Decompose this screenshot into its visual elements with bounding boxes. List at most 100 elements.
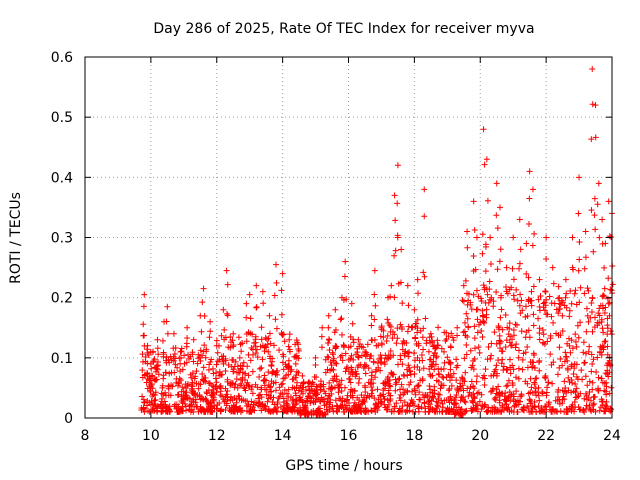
data-point-band [515, 354, 522, 361]
data-point-band [367, 380, 374, 387]
data-point-band [563, 353, 570, 360]
data-point-band [240, 396, 247, 403]
data-point-band [194, 360, 201, 367]
data-point-band [549, 380, 556, 387]
data-point [576, 238, 583, 245]
data-point-band [307, 399, 314, 406]
data-point [214, 349, 221, 356]
data-point-band [569, 401, 576, 408]
data-point-band [162, 392, 169, 399]
data-point-band [486, 286, 493, 293]
data-point [300, 384, 307, 391]
data-point-band [200, 364, 207, 371]
data-point-band [588, 368, 595, 375]
data-point [471, 323, 478, 330]
data-point-band [344, 392, 351, 399]
data-point-band [281, 375, 288, 382]
data-point-band [518, 328, 525, 335]
data-point-band [324, 398, 331, 405]
data-point [348, 364, 355, 371]
data-point-band [396, 375, 403, 382]
data-point [550, 280, 557, 287]
data-point-band [448, 330, 455, 337]
data-point [523, 240, 530, 247]
data-point-band [516, 302, 523, 309]
data-point [516, 265, 523, 272]
data-point [556, 300, 563, 307]
data-point-band [503, 337, 510, 344]
x-tick-label: 8 [81, 428, 90, 444]
data-point-band [471, 335, 478, 342]
data-point-band [519, 366, 526, 373]
data-point-band [559, 400, 566, 407]
data-point [305, 378, 312, 385]
data-point [473, 287, 480, 294]
data-point [266, 312, 273, 319]
x-tick-label: 22 [537, 428, 555, 444]
data-point [184, 324, 191, 331]
data-point [312, 354, 319, 361]
data-point [342, 258, 349, 265]
data-point-band [470, 366, 477, 373]
data-point-band [565, 335, 572, 342]
data-point-band [413, 340, 420, 347]
data-point-band [491, 329, 498, 336]
data-point-band [470, 291, 477, 298]
data-point-band [281, 407, 288, 414]
data-point-band [281, 338, 288, 345]
data-point [412, 334, 419, 341]
data-point-band [246, 408, 253, 415]
data-point-band [498, 360, 505, 367]
data-point-band [283, 408, 290, 415]
data-point-band [351, 399, 358, 406]
data-point [317, 378, 324, 385]
data-point [230, 341, 237, 348]
data-point [350, 336, 357, 343]
data-point-band [297, 394, 304, 401]
data-point [510, 234, 517, 241]
data-point [271, 292, 278, 299]
data-point-band [231, 384, 238, 391]
data-point [394, 200, 401, 207]
data-point [286, 336, 293, 343]
data-point-band [466, 389, 473, 396]
data-point [422, 315, 429, 322]
data-point-band [199, 406, 206, 413]
data-point-band [266, 384, 273, 391]
data-point-band [200, 396, 207, 403]
data-point-band [327, 359, 334, 366]
data-point [293, 368, 300, 375]
data-point-band [510, 366, 517, 373]
data-point [306, 387, 313, 394]
data-point-band [473, 402, 480, 409]
data-point-band [423, 337, 430, 344]
data-point-band [515, 347, 522, 354]
data-point-band [451, 400, 458, 407]
data-point-band [517, 310, 524, 317]
data-point-band [256, 374, 263, 381]
data-point [405, 323, 412, 330]
data-point [224, 312, 231, 319]
data-point [190, 336, 197, 343]
data-point-band [497, 314, 504, 321]
data-point-band [162, 407, 169, 414]
data-point-band [296, 385, 303, 392]
axis-ticks [84, 56, 613, 419]
data-point-band [512, 321, 519, 328]
data-point-band [151, 400, 158, 407]
data-point-band [370, 359, 377, 366]
data-point-band [340, 408, 347, 415]
data-point-band [378, 340, 385, 347]
data-point [504, 382, 511, 389]
data-point-band [584, 285, 591, 292]
data-point [190, 358, 197, 365]
data-point-band [310, 399, 317, 406]
data-point-band [292, 390, 299, 397]
data-point-band [375, 403, 382, 410]
data-point-band [420, 365, 427, 372]
data-point-band [369, 393, 376, 400]
data-point-band [598, 375, 605, 382]
data-point-band [194, 403, 201, 410]
data-point-band [450, 337, 457, 344]
data-point [387, 293, 394, 300]
